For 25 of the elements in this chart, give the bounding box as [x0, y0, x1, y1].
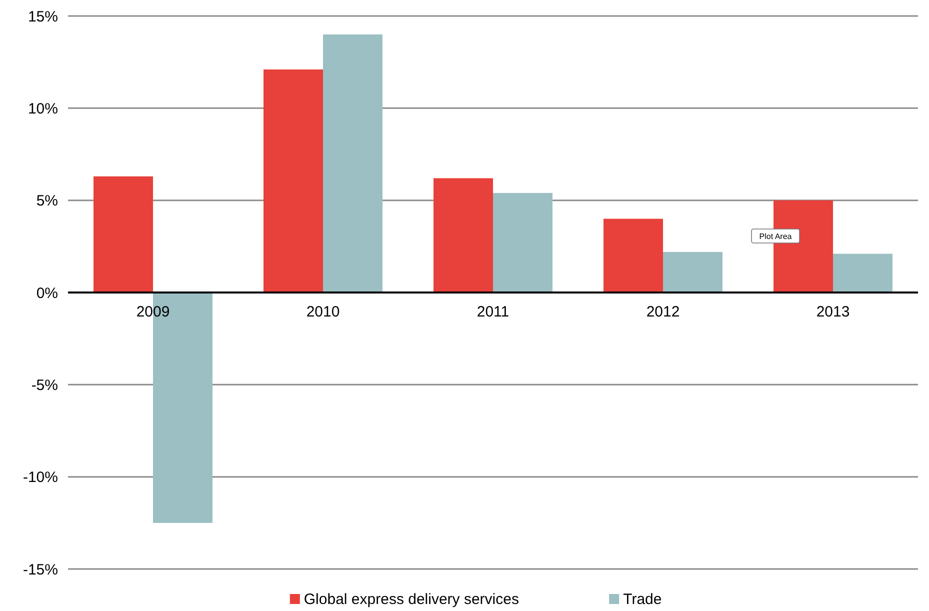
y-tick-label: 0%: [36, 284, 58, 302]
bar: [833, 254, 892, 292]
legend-label: Global express delivery services: [304, 591, 519, 608]
bar: [604, 218, 663, 292]
bar: [434, 178, 493, 292]
x-tick-label: 2010: [306, 304, 340, 320]
bar: [663, 252, 722, 292]
bar: [323, 34, 382, 292]
x-tick-label: 2009: [136, 304, 170, 320]
bar: [94, 176, 153, 292]
bar: [264, 69, 323, 292]
annotation: Plot Area: [759, 232, 792, 241]
x-tick-label: 2013: [816, 304, 850, 320]
y-tick-label: 10%: [28, 100, 58, 118]
x-tick-label: 2012: [646, 304, 680, 320]
y-tick-label: -10%: [22, 469, 58, 486]
legend-label: Trade: [623, 591, 662, 608]
x-tick-label: 2011: [476, 304, 510, 320]
y-tick-label: -15%: [22, 561, 58, 578]
tooltip: Plot Area: [751, 228, 800, 244]
y-tick-label: 5%: [36, 192, 58, 210]
bar: [774, 200, 833, 292]
y-tick-label: -5%: [31, 376, 58, 394]
bar: [493, 192, 552, 292]
y-tick-label: 15%: [28, 8, 58, 26]
